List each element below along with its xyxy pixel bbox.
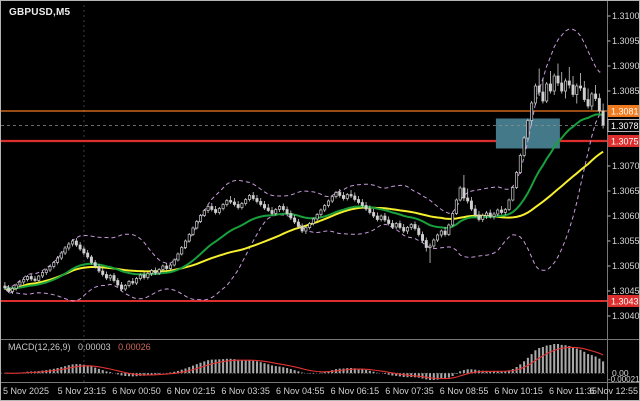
time-tick-label: 6 Nov 12:55 xyxy=(589,386,638,396)
svg-text:1.3075: 1.3075 xyxy=(611,137,639,147)
fast-ma-line[interactable] xyxy=(4,113,604,290)
macd-signal-value: 0.00026 xyxy=(118,342,151,352)
macd-pane[interactable]: 0.00-0.00021 xyxy=(1,344,640,384)
price-tick-label: 1.3040 xyxy=(612,311,640,321)
price-tag-level-1.3081: 1.3081 xyxy=(608,105,639,117)
price-tick-label: 1.3085 xyxy=(612,86,640,96)
price-tick-label: 1.3045 xyxy=(612,286,640,296)
time-tick-label: 6 Nov 07:35 xyxy=(385,386,434,396)
price-tick-label: 1.3050 xyxy=(612,261,640,271)
macd-indicator-label: MACD(12,26,9) 0.00003 0.00026 xyxy=(8,342,151,352)
price-tick-label: 1.3060 xyxy=(612,211,640,221)
macd-axis-zero-label: 0.00 xyxy=(612,368,629,378)
symbol-timeframe-label: GBPUSD,M5 xyxy=(9,7,71,18)
time-tick-label: 6 Nov 04:55 xyxy=(276,386,325,396)
price-tick-label: 1.3095 xyxy=(612,36,640,46)
time-tick-label: 6 Nov 06:15 xyxy=(331,386,380,396)
bollinger-upper-band[interactable] xyxy=(4,28,604,289)
bollinger-lower-band[interactable] xyxy=(4,114,604,302)
time-axis[interactable]: 5 Nov 2025 5 Nov 23:15 6 Nov 00:50 6 Nov 02… xyxy=(3,386,638,396)
time-tick-label: 5 Nov 23:15 xyxy=(58,386,107,396)
time-tick-label: 6 Nov 03:35 xyxy=(221,386,270,396)
price-tick-label: 1.3055 xyxy=(612,236,640,246)
bollinger-bands[interactable] xyxy=(4,28,604,302)
candles-layer xyxy=(3,63,605,294)
svg-text:1.3081: 1.3081 xyxy=(611,107,639,117)
time-tick-label: 6 Nov 11:35 xyxy=(549,386,597,396)
price-tick-label: 1.3070 xyxy=(612,161,640,171)
time-tick-label: 6 Nov 10:15 xyxy=(494,386,543,396)
macd-axis-min-label: -0.00021 xyxy=(608,375,640,384)
time-tick-label: 5 Nov 2025 xyxy=(3,386,49,396)
slow-ma-line[interactable] xyxy=(4,150,604,291)
svg-text:1.3043: 1.3043 xyxy=(611,297,639,307)
svg-text:1.3078: 1.3078 xyxy=(611,121,639,131)
macd-main-value: 0.00003 xyxy=(78,342,111,352)
macd-name-label: MACD(12,26,9) xyxy=(8,342,71,352)
price-tick-label: 1.3100 xyxy=(612,11,640,21)
price-tick-label: 1.3065 xyxy=(612,186,640,196)
price-tick-label: 1.3090 xyxy=(612,61,640,71)
price-axis[interactable]: 1.3100 1.3095 1.3090 1.3085 1.3070 1.3065 1.30… xyxy=(607,11,640,321)
time-tick-label: 6 Nov 08:55 xyxy=(440,386,489,396)
price-tag-level-1.3075: 1.3075 xyxy=(608,135,639,147)
price-tag-current: 1.3078 xyxy=(607,119,639,132)
price-tag-level-1.3043: 1.3043 xyxy=(608,295,639,307)
time-tick-label: 6 Nov 02:15 xyxy=(167,386,216,396)
time-tick-label: 6 Nov 00:50 xyxy=(112,386,161,396)
macd-signal-line xyxy=(4,346,604,380)
